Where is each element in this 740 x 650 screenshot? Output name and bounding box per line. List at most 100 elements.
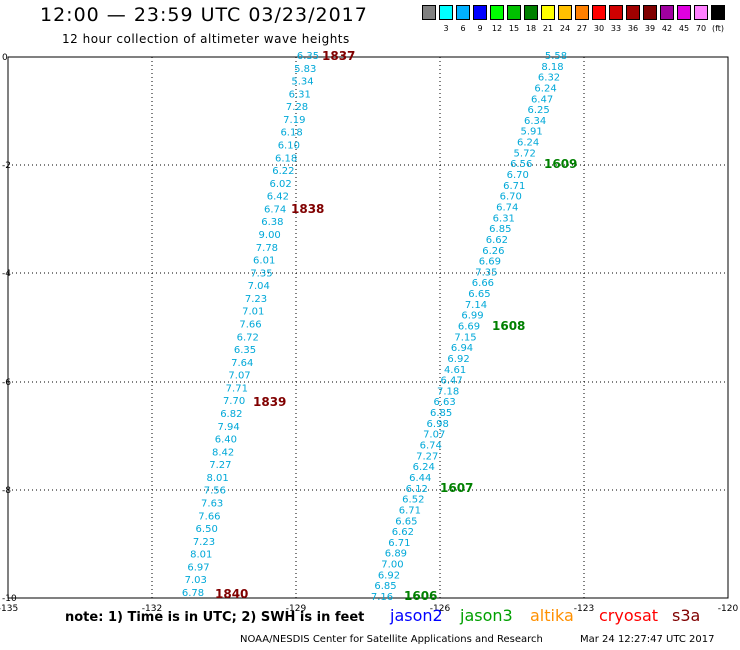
swh-value-label: 7.23 bbox=[193, 537, 215, 548]
swh-value-label: 7.18 bbox=[437, 386, 459, 397]
swh-value-label: 6.35 bbox=[297, 51, 319, 62]
swh-value-label: 5.34 bbox=[291, 77, 313, 88]
swh-value-label: 5.72 bbox=[514, 148, 536, 159]
legend-swatch bbox=[473, 5, 487, 20]
x-tick-label: -120 bbox=[718, 604, 739, 614]
legend-label: 33 bbox=[610, 24, 622, 33]
legend-swatch bbox=[541, 5, 555, 20]
swh-value-label: 6.24 bbox=[413, 462, 435, 473]
y-tick-label: -10 bbox=[2, 594, 17, 604]
swh-value-label: 6.62 bbox=[486, 235, 508, 246]
legend-swatch bbox=[439, 5, 453, 20]
swh-value-label: 7.04 bbox=[248, 281, 270, 292]
legend-label: 45 bbox=[678, 24, 690, 33]
swh-value-label: 7.94 bbox=[217, 422, 239, 433]
legend-label: 9 bbox=[477, 24, 483, 33]
credit-line: NOAA/NESDIS Center for Satellite Applica… bbox=[240, 634, 543, 645]
swh-value-label: 6.26 bbox=[482, 246, 504, 257]
swh-value-label: 6.85 bbox=[374, 581, 396, 592]
legend-label: 6 bbox=[460, 24, 466, 33]
pass-time-label: 1608 bbox=[492, 319, 525, 333]
swh-value-label: 7.35 bbox=[250, 268, 272, 279]
swh-value-label: 7.71 bbox=[226, 383, 248, 394]
swh-value-label: 6.71 bbox=[388, 538, 410, 549]
legend-swatch bbox=[422, 5, 436, 20]
sat-label-cryosat: cryosat bbox=[599, 606, 659, 625]
swh-value-label: 6.22 bbox=[272, 166, 294, 177]
pass-time-label: 1606 bbox=[404, 589, 437, 603]
swh-value-label: 8.01 bbox=[190, 550, 212, 561]
legend-swatch bbox=[711, 5, 725, 20]
swh-value-label: 7.27 bbox=[209, 460, 231, 471]
legend-swatch bbox=[592, 5, 606, 20]
swh-value-label: 6.34 bbox=[524, 116, 546, 127]
swh-value-label: 6.66 bbox=[472, 278, 494, 289]
swh-value-label: 6.92 bbox=[447, 354, 469, 365]
swh-value-label: 6.47 bbox=[531, 94, 553, 105]
legend-swatch bbox=[694, 5, 708, 20]
swh-value-label: 7.66 bbox=[198, 511, 220, 522]
swh-value-label: 8.18 bbox=[541, 62, 563, 73]
pass-time-label: 1839 bbox=[253, 395, 286, 409]
swh-value-label: 6.12 bbox=[406, 484, 428, 495]
legend-label: 12 bbox=[491, 24, 503, 33]
swh-value-label: 6.69 bbox=[479, 257, 501, 268]
swh-value-label: 6.24 bbox=[534, 83, 556, 94]
pass-time-label: 1838 bbox=[291, 202, 324, 216]
swh-value-label: 6.01 bbox=[253, 256, 275, 267]
y-tick-label: -4 bbox=[2, 269, 11, 279]
swh-value-label: 8.42 bbox=[212, 447, 234, 458]
swh-value-label: 6.25 bbox=[527, 105, 549, 116]
swh-value-label: 6.32 bbox=[538, 73, 560, 84]
swh-value-label: 6.70 bbox=[507, 170, 529, 181]
swh-value-label: 6.62 bbox=[392, 527, 414, 538]
footer-note: note: 1) Time is in UTC; 2) SWH is in fe… bbox=[65, 610, 365, 625]
swh-value-label: 6.99 bbox=[461, 311, 483, 322]
legend-label: 3 bbox=[443, 24, 449, 33]
swh-value-label: 6.65 bbox=[468, 289, 490, 300]
swh-value-label: 6.98 bbox=[427, 419, 449, 430]
swh-value-label: 6.71 bbox=[503, 181, 525, 192]
sat-label-jason2: jason2 bbox=[390, 606, 443, 625]
swh-value-label: 7.56 bbox=[204, 486, 226, 497]
swh-value-label: 6.94 bbox=[451, 343, 473, 354]
swh-value-label: 7.14 bbox=[465, 300, 487, 311]
sat-label-altika: altika bbox=[530, 606, 574, 625]
swh-value-label: 6.63 bbox=[434, 397, 456, 408]
sat-label-s3a: s3a bbox=[672, 606, 701, 625]
swh-value-label: 5.91 bbox=[521, 127, 543, 138]
legend-label: 27 bbox=[576, 24, 588, 33]
swh-value-label: 5.58 bbox=[545, 51, 567, 62]
swh-value-label: 6.97 bbox=[187, 562, 209, 573]
legend-swatch bbox=[456, 5, 470, 20]
swh-value-label: 6.52 bbox=[402, 495, 424, 506]
swh-value-label: 7.35 bbox=[475, 267, 497, 278]
legend-swatch bbox=[677, 5, 691, 20]
swh-value-label: 6.31 bbox=[493, 213, 515, 224]
swh-value-label: 6.74 bbox=[420, 441, 442, 452]
swh-value-label: 7.15 bbox=[454, 332, 476, 343]
swh-value-label: 6.18 bbox=[280, 128, 302, 139]
swh-value-label: 7.64 bbox=[231, 358, 253, 369]
pass-time-label: 1837 bbox=[322, 49, 355, 63]
swh-value-label: 6.71 bbox=[399, 505, 421, 516]
swh-value-label: 9.00 bbox=[259, 230, 281, 241]
swh-value-label: 7.00 bbox=[381, 560, 403, 571]
swh-value-label: 6.38 bbox=[261, 217, 283, 228]
x-tick-label: -132 bbox=[142, 604, 162, 614]
legend-swatch bbox=[524, 5, 538, 20]
legend-swatch bbox=[643, 5, 657, 20]
swh-value-label: 7.16 bbox=[371, 592, 393, 603]
swh-value-label: 6.47 bbox=[440, 376, 462, 387]
swh-value-label: 6.24 bbox=[517, 138, 539, 149]
legend-swatch bbox=[490, 5, 504, 20]
legend-swatch bbox=[626, 5, 640, 20]
y-tick-label: 0 bbox=[2, 53, 8, 63]
swh-value-label: 6.42 bbox=[267, 192, 289, 203]
swh-value-label: 6.50 bbox=[196, 524, 218, 535]
legend-label: 21 bbox=[542, 24, 554, 33]
swh-value-label: 6.18 bbox=[275, 153, 297, 164]
swh-value-label: 6.82 bbox=[220, 409, 242, 420]
chart-title: 12:00 — 23:59 UTC 03/23/2017 bbox=[40, 4, 368, 26]
